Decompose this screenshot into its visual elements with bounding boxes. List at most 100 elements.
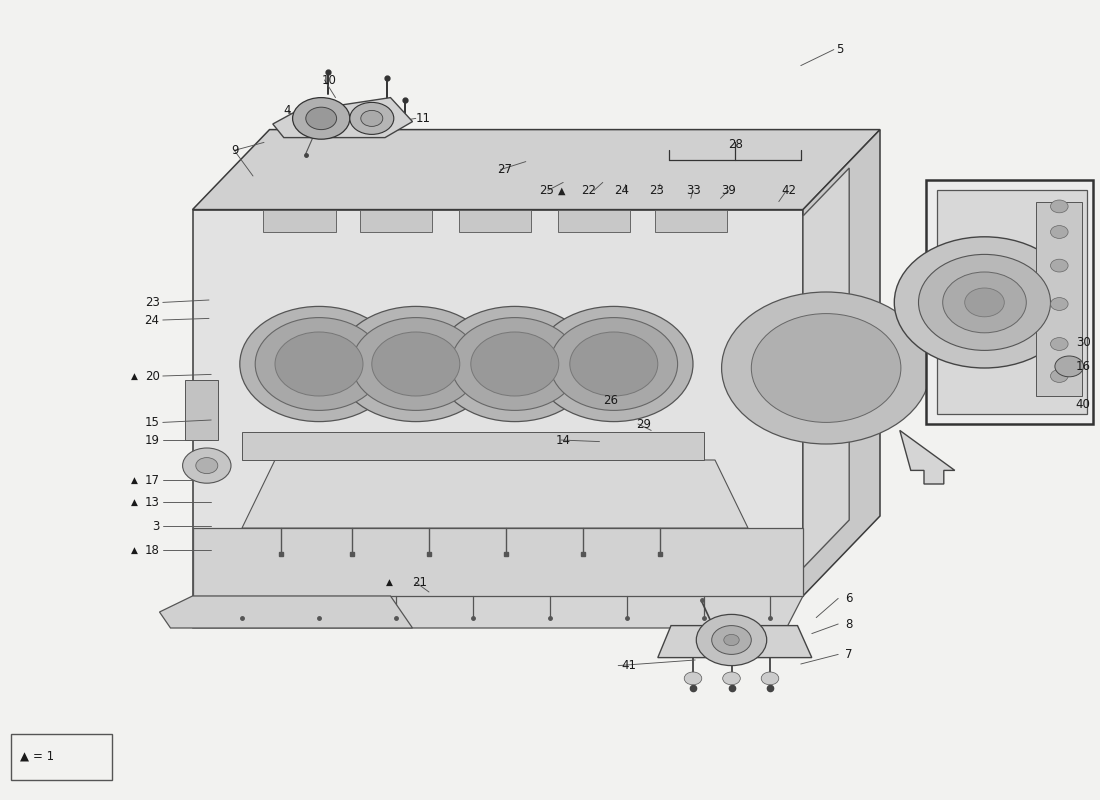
Text: 24: 24 xyxy=(144,314,159,326)
Circle shape xyxy=(352,318,480,410)
Bar xyxy=(459,210,531,232)
Text: eu
a passion for parts since 1980: eu a passion for parts since 1980 xyxy=(223,314,624,502)
Text: 21: 21 xyxy=(412,576,428,589)
Bar xyxy=(558,210,630,232)
Circle shape xyxy=(1055,356,1084,377)
Text: 23: 23 xyxy=(649,184,664,197)
Text: ▲: ▲ xyxy=(20,750,29,763)
Circle shape xyxy=(1050,226,1068,238)
Circle shape xyxy=(535,306,693,422)
Polygon shape xyxy=(1036,202,1082,396)
Text: 25: 25 xyxy=(539,184,554,197)
Bar xyxy=(926,180,1093,424)
Text: 15: 15 xyxy=(144,416,159,429)
Bar xyxy=(185,380,218,440)
Polygon shape xyxy=(900,430,955,484)
Text: 24: 24 xyxy=(614,184,629,197)
Circle shape xyxy=(240,306,398,422)
Text: 10: 10 xyxy=(321,74,337,86)
Circle shape xyxy=(1050,298,1068,310)
Text: 17: 17 xyxy=(144,474,159,486)
Text: 13: 13 xyxy=(144,496,159,509)
Text: 5: 5 xyxy=(836,43,844,56)
Text: 41: 41 xyxy=(621,659,637,672)
Text: ▲: ▲ xyxy=(131,498,138,507)
Circle shape xyxy=(196,458,218,474)
Circle shape xyxy=(275,332,363,396)
Text: 6: 6 xyxy=(845,592,853,605)
Circle shape xyxy=(350,102,394,134)
Bar xyxy=(360,210,432,232)
Text: 39: 39 xyxy=(722,184,737,197)
Text: 28: 28 xyxy=(728,138,744,150)
Text: 19: 19 xyxy=(144,434,159,446)
Polygon shape xyxy=(658,626,812,658)
Circle shape xyxy=(1050,200,1068,213)
Circle shape xyxy=(293,98,350,139)
Circle shape xyxy=(306,107,337,130)
Circle shape xyxy=(451,318,579,410)
Circle shape xyxy=(436,306,594,422)
Polygon shape xyxy=(192,596,803,628)
Text: 22: 22 xyxy=(581,184,596,197)
Text: 30: 30 xyxy=(1076,336,1090,349)
Polygon shape xyxy=(937,190,1087,414)
Circle shape xyxy=(965,288,1004,317)
Text: 23: 23 xyxy=(144,296,159,309)
Text: 27: 27 xyxy=(497,163,513,176)
Text: 29: 29 xyxy=(636,418,651,430)
Circle shape xyxy=(361,110,383,126)
Bar xyxy=(263,210,336,232)
Text: ▲: ▲ xyxy=(386,578,393,587)
Circle shape xyxy=(918,254,1050,350)
Circle shape xyxy=(943,272,1026,333)
Text: 14: 14 xyxy=(556,434,571,446)
Polygon shape xyxy=(803,168,849,568)
Circle shape xyxy=(372,332,460,396)
Text: 20: 20 xyxy=(144,370,159,382)
Text: 11: 11 xyxy=(416,112,431,125)
Polygon shape xyxy=(242,460,748,528)
Text: 4: 4 xyxy=(284,104,292,117)
Text: 3: 3 xyxy=(152,520,160,533)
Circle shape xyxy=(696,614,767,666)
Circle shape xyxy=(723,672,740,685)
Text: ▲: ▲ xyxy=(558,186,565,195)
Circle shape xyxy=(751,314,901,422)
Circle shape xyxy=(337,306,495,422)
Polygon shape xyxy=(160,596,412,628)
Text: 33: 33 xyxy=(686,184,701,197)
Polygon shape xyxy=(273,98,412,138)
Bar xyxy=(654,210,727,232)
Circle shape xyxy=(471,332,559,396)
Circle shape xyxy=(255,318,383,410)
Polygon shape xyxy=(803,130,880,596)
Circle shape xyxy=(550,318,678,410)
Polygon shape xyxy=(192,528,803,596)
Circle shape xyxy=(684,672,702,685)
Text: 7: 7 xyxy=(845,648,853,661)
Circle shape xyxy=(724,634,739,646)
Text: = 1: = 1 xyxy=(33,750,54,763)
Text: ▲: ▲ xyxy=(131,371,138,381)
Circle shape xyxy=(712,626,751,654)
Circle shape xyxy=(722,292,931,444)
Circle shape xyxy=(183,448,231,483)
Circle shape xyxy=(1050,370,1068,382)
Text: 42: 42 xyxy=(781,184,796,197)
Text: 8: 8 xyxy=(845,618,853,630)
Circle shape xyxy=(570,332,658,396)
Polygon shape xyxy=(192,210,803,596)
Circle shape xyxy=(1050,338,1068,350)
Text: ▲: ▲ xyxy=(131,475,138,485)
Text: 16: 16 xyxy=(1076,360,1091,373)
Polygon shape xyxy=(192,130,880,210)
Text: 26: 26 xyxy=(603,394,618,406)
Text: ▲: ▲ xyxy=(131,546,138,555)
Circle shape xyxy=(761,672,779,685)
Text: 18: 18 xyxy=(144,544,159,557)
Circle shape xyxy=(1050,259,1068,272)
Text: 9: 9 xyxy=(231,144,239,157)
Text: 40: 40 xyxy=(1076,398,1091,410)
Bar xyxy=(11,734,112,780)
